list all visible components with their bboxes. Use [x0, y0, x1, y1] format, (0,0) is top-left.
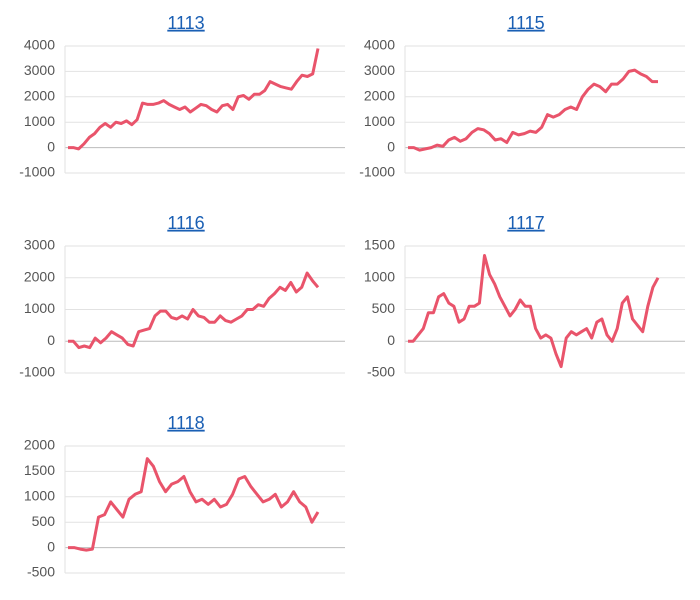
y-tick-label: 1500 — [364, 237, 395, 253]
data-line — [408, 254, 660, 369]
y-tick-label: 0 — [387, 138, 395, 154]
y-tick-label: 0 — [47, 138, 55, 154]
y-tick-label: 3000 — [24, 62, 55, 78]
y-tick-label: 1000 — [364, 113, 395, 129]
chart-title[interactable]: 1117 — [507, 213, 544, 233]
y-tick-label: 0 — [387, 332, 395, 348]
chart-title[interactable]: 1115 — [507, 13, 544, 33]
chart-title[interactable]: 1113 — [167, 13, 204, 33]
y-tick-label: 2000 — [24, 88, 55, 104]
y-tick-label: 0 — [47, 332, 55, 348]
y-tick-label: -1000 — [359, 164, 395, 180]
data-line — [68, 48, 320, 151]
y-tick-label: 4000 — [364, 37, 395, 53]
y-tick-label: 2000 — [364, 88, 395, 104]
chart-title[interactable]: 1116 — [167, 213, 204, 233]
y-tick-label: 2000 — [24, 268, 55, 284]
y-tick-label: 2000 — [24, 437, 55, 453]
y-tick-label: -1000 — [19, 164, 55, 180]
data-line — [68, 271, 320, 350]
y-tick-label: 1000 — [24, 488, 55, 504]
chart-title[interactable]: 1118 — [167, 413, 204, 433]
y-tick-label: -1000 — [19, 364, 55, 380]
y-tick-label: 500 — [32, 513, 56, 529]
y-tick-label: 1000 — [24, 300, 55, 316]
y-tick-label: 1000 — [364, 268, 395, 284]
y-tick-label: 1500 — [24, 462, 55, 478]
y-tick-label: -500 — [367, 364, 395, 380]
data-line — [68, 457, 320, 552]
y-tick-label: 500 — [372, 300, 396, 316]
data-line — [408, 68, 658, 152]
y-tick-label: -500 — [27, 564, 55, 580]
y-tick-label: 3000 — [24, 237, 55, 253]
y-tick-label: 3000 — [364, 62, 395, 78]
y-tick-label: 1000 — [24, 113, 55, 129]
y-tick-label: 4000 — [24, 37, 55, 53]
y-tick-label: 0 — [47, 538, 55, 554]
